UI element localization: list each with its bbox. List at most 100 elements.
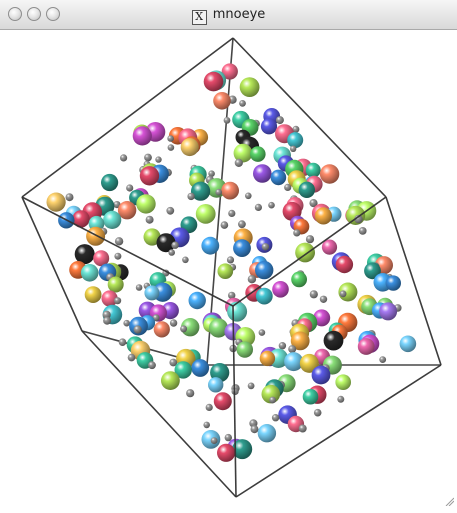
colored-sphere (252, 164, 272, 183)
colored-sphere (302, 388, 319, 405)
box-edge (232, 305, 237, 498)
gray-sphere (65, 193, 74, 202)
gray-sphere (309, 290, 318, 299)
gray-sphere (180, 325, 188, 333)
colored-sphere (93, 250, 110, 267)
gray-sphere (319, 295, 328, 303)
3d-viewport[interactable] (0, 31, 457, 509)
gray-sphere (215, 188, 222, 196)
colored-sphere (313, 309, 331, 327)
colored-sphere (136, 194, 156, 214)
colored-sphere (208, 318, 229, 338)
gray-sphere (123, 319, 130, 327)
gray-sphere (126, 184, 134, 192)
gray-sphere (228, 291, 236, 300)
gray-sphere (238, 220, 246, 229)
colored-sphere (181, 318, 200, 337)
colored-sphere (255, 287, 273, 305)
colored-sphere (385, 275, 401, 291)
box-edge (232, 196, 387, 307)
colored-sphere (101, 290, 118, 307)
zoom-button[interactable] (46, 7, 60, 21)
gray-sphere (168, 249, 175, 256)
gray-sphere (234, 158, 243, 167)
gray-sphere (182, 256, 189, 264)
colored-sphere (221, 181, 240, 200)
gray-sphere (268, 201, 275, 209)
window-title: mnoeye (212, 7, 266, 22)
gray-sphere (228, 209, 236, 217)
gray-sphere (278, 342, 287, 350)
colored-sphere (217, 443, 236, 462)
colored-sphere (232, 439, 253, 460)
gray-sphere (220, 221, 229, 229)
box-edge (385, 196, 442, 366)
colored-sphere (233, 239, 251, 257)
gray-sphere (186, 389, 195, 398)
gray-sphere (114, 252, 122, 260)
gray-sphere (171, 241, 179, 249)
colored-sphere (357, 338, 375, 355)
colored-sphere (161, 371, 180, 390)
colored-sphere (139, 166, 160, 186)
gray-sphere (258, 329, 266, 336)
box-edge (81, 330, 237, 498)
gray-sphere (313, 408, 322, 417)
colored-sphere (233, 143, 253, 163)
colored-sphere (314, 207, 332, 225)
colored-sphere (319, 164, 340, 184)
colored-sphere (156, 233, 176, 253)
colored-sphere (46, 192, 66, 212)
colored-sphere (227, 301, 248, 322)
gray-sphere (210, 437, 218, 444)
gray-sphere (145, 215, 154, 224)
gray-sphere (339, 290, 347, 298)
gray-sphere (169, 319, 178, 327)
gray-sphere (155, 156, 162, 163)
colored-sphere (236, 341, 253, 358)
colored-sphere (284, 352, 304, 372)
minimize-button[interactable] (27, 7, 41, 21)
colored-sphere (191, 359, 210, 377)
colored-sphere (323, 330, 344, 351)
box-edge (206, 37, 234, 366)
colored-sphere (364, 262, 381, 280)
colored-sphere (86, 226, 106, 246)
gray-sphere (292, 125, 300, 133)
colored-sphere (72, 210, 90, 228)
close-button[interactable] (8, 7, 22, 21)
colored-sphere (188, 291, 206, 310)
box-edge (232, 37, 387, 198)
gray-sphere (167, 144, 175, 151)
colored-sphere (305, 162, 321, 178)
gray-sphere (290, 145, 297, 152)
x11-icon: X (191, 10, 207, 25)
scene-canvas (21, 37, 442, 498)
colored-sphere (299, 353, 319, 373)
colored-sphere (213, 392, 232, 411)
gray-sphere (144, 153, 152, 162)
gray-sphere (245, 192, 252, 200)
gray-sphere (288, 345, 297, 354)
colored-sphere (257, 424, 277, 443)
gray-sphere (271, 414, 280, 422)
gray-sphere (114, 297, 122, 305)
gray-sphere (261, 243, 270, 251)
colored-sphere (239, 77, 260, 97)
gray-sphere (254, 203, 262, 211)
gray-sphere (169, 358, 178, 367)
colored-sphere (208, 377, 224, 393)
colored-sphere (213, 92, 231, 110)
gray-sphere (167, 135, 174, 142)
colored-sphere (311, 365, 331, 385)
gray-sphere (309, 199, 318, 208)
resize-grip-icon[interactable] (444, 496, 454, 506)
colored-sphere (195, 204, 216, 224)
colored-sphere (201, 236, 220, 255)
gray-sphere (293, 229, 301, 237)
gray-sphere (208, 170, 215, 177)
gray-sphere (354, 214, 363, 224)
colored-sphere (249, 146, 266, 162)
colored-sphere (153, 321, 170, 338)
